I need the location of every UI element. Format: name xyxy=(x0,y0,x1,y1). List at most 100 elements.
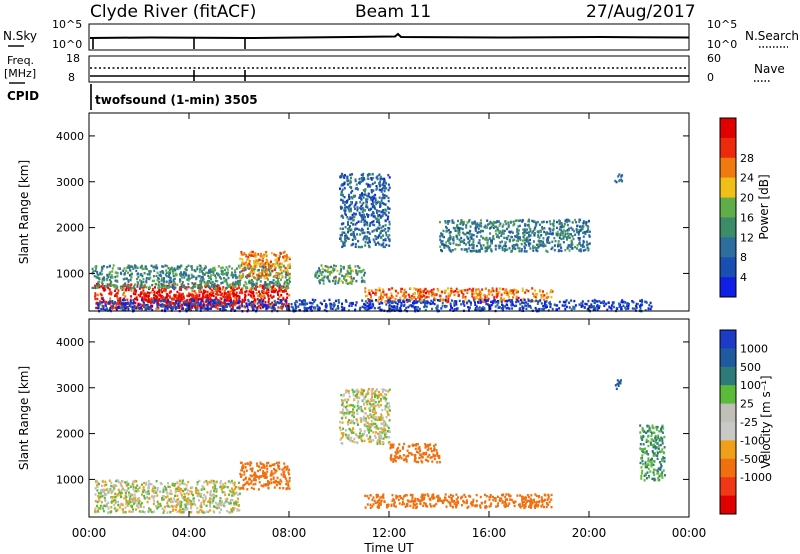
data-cell xyxy=(157,297,159,300)
data-cell xyxy=(350,191,353,194)
data-cell xyxy=(123,309,125,312)
data-cell xyxy=(374,201,377,204)
data-cell xyxy=(115,479,118,483)
data-cell xyxy=(382,234,384,237)
data-cell xyxy=(551,232,554,235)
data-cell xyxy=(559,233,562,237)
data-cell xyxy=(512,239,515,242)
data-cell xyxy=(497,291,500,294)
data-cell xyxy=(287,303,290,306)
data-cell xyxy=(218,276,221,279)
data-cell xyxy=(355,183,358,186)
data-cell xyxy=(247,258,250,261)
data-cell xyxy=(568,249,571,252)
data-cell xyxy=(323,269,326,272)
data-cell xyxy=(178,483,181,486)
data-cell xyxy=(221,490,224,494)
data-cell xyxy=(491,222,494,225)
data-cell xyxy=(556,308,558,311)
data-cell xyxy=(351,279,354,283)
data-cell xyxy=(400,303,403,306)
data-cell xyxy=(533,294,536,298)
data-cell xyxy=(109,271,112,274)
data-cell xyxy=(302,303,305,306)
data-cell xyxy=(563,229,565,232)
data-cell xyxy=(264,281,267,284)
data-cell xyxy=(111,276,114,279)
data-cell xyxy=(378,287,381,290)
data-cell xyxy=(160,285,163,288)
data-cell xyxy=(246,302,249,306)
data-cell xyxy=(448,246,451,249)
data-cell xyxy=(270,252,273,255)
data-cell xyxy=(182,297,184,300)
data-cell xyxy=(628,302,631,306)
data-cell xyxy=(520,248,523,251)
data-cell xyxy=(546,232,549,235)
data-cell xyxy=(368,299,371,302)
data-cell xyxy=(249,294,252,297)
data-cell xyxy=(506,299,509,303)
data-cell xyxy=(648,304,651,307)
data-cell xyxy=(583,306,586,309)
data-cell xyxy=(216,307,219,310)
data-cell xyxy=(515,219,518,222)
data-cell xyxy=(414,288,417,291)
data-cell xyxy=(435,298,437,301)
data-cell xyxy=(164,488,167,492)
data-cell xyxy=(527,289,530,293)
data-cell xyxy=(641,303,644,306)
data-cell xyxy=(94,487,97,490)
data-cell xyxy=(232,292,235,295)
data-cell xyxy=(120,302,123,306)
data-cell xyxy=(347,223,349,226)
data-cell xyxy=(558,222,561,225)
data-cell xyxy=(341,302,343,305)
data-cell xyxy=(377,241,380,244)
data-cell xyxy=(545,231,548,235)
data-cell xyxy=(277,263,280,266)
data-cell xyxy=(166,511,169,514)
data-cell xyxy=(362,172,365,176)
data-cell xyxy=(488,289,490,292)
data-cell xyxy=(364,287,367,290)
data-cell xyxy=(479,244,482,247)
data-cell xyxy=(191,305,194,308)
data-cell xyxy=(148,270,151,273)
data-cell xyxy=(107,302,110,305)
data-cell xyxy=(209,300,212,304)
data-cell xyxy=(219,300,222,303)
data-cell xyxy=(390,301,393,305)
data-cell xyxy=(251,308,254,311)
data-cell xyxy=(162,305,165,308)
data-cell xyxy=(513,223,516,226)
data-cell xyxy=(115,309,118,312)
data-cell xyxy=(195,277,198,281)
data-cell xyxy=(262,265,265,268)
data-cell xyxy=(253,270,256,273)
data-cell xyxy=(228,502,231,505)
data-cell xyxy=(350,186,353,189)
data-cell xyxy=(141,286,144,289)
data-cell xyxy=(389,307,392,311)
data-cell xyxy=(92,270,95,273)
data-cell xyxy=(252,305,255,309)
data-cell xyxy=(533,220,536,223)
data-cell xyxy=(230,298,232,302)
data-cell xyxy=(462,300,464,303)
data-cell xyxy=(172,301,175,305)
data-cell xyxy=(356,227,359,231)
data-cell xyxy=(429,290,432,293)
data-cell xyxy=(223,299,226,302)
data-cell xyxy=(474,297,476,301)
data-cell xyxy=(385,194,388,198)
data-cell xyxy=(356,209,359,212)
data-cell xyxy=(285,285,288,288)
data-cell xyxy=(250,278,253,282)
data-cell xyxy=(118,301,121,305)
data-cell xyxy=(271,263,274,266)
data-cell xyxy=(523,247,526,250)
data-cell xyxy=(139,292,142,296)
data-cell xyxy=(250,268,253,271)
data-cell xyxy=(196,510,199,514)
